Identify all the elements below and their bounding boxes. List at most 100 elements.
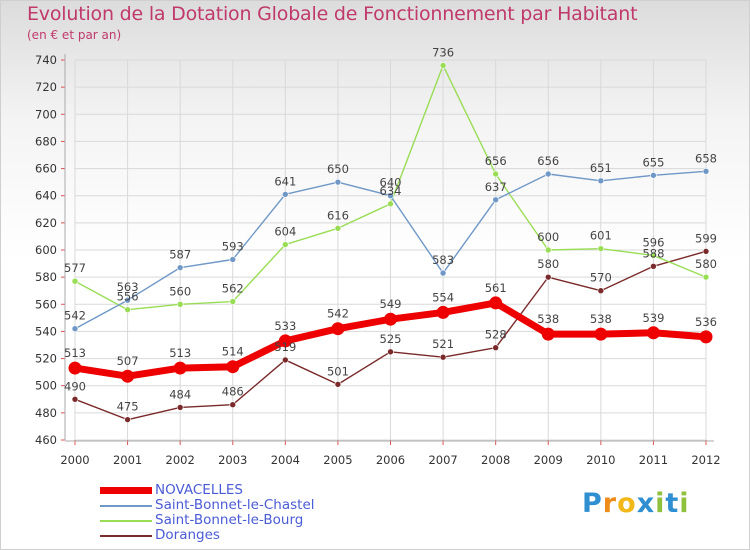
data-label-saint-bonnet-le-bourg: 601 xyxy=(590,229,612,243)
data-point-saint-bonnet-le-chastel xyxy=(176,264,184,271)
data-point-novacelles xyxy=(331,322,345,336)
data-point-novacelles xyxy=(68,361,82,375)
data-label-doranges: 501 xyxy=(327,364,349,378)
series-lines xyxy=(68,62,713,423)
data-label-saint-bonnet-le-chastel: 593 xyxy=(222,240,244,254)
x-tick-label: 2004 xyxy=(271,453,300,467)
y-tick-label: 620 xyxy=(35,216,57,230)
legend-label-saint-bonnet-le-chastel: Saint-Bonnet-le-Chastel xyxy=(155,497,315,513)
data-point-saint-bonnet-le-bourg xyxy=(229,298,237,305)
data-point-saint-bonnet-le-chastel xyxy=(544,170,552,178)
data-point-saint-bonnet-le-chastel xyxy=(597,177,605,185)
y-tick-label: 540 xyxy=(35,324,57,338)
data-label-novacelles: 536 xyxy=(695,315,717,329)
x-tick-label: 2012 xyxy=(691,453,720,467)
logo-letter: i xyxy=(655,488,666,519)
x-tick-label: 2011 xyxy=(639,453,668,467)
data-label-saint-bonnet-le-bourg: 604 xyxy=(274,225,296,239)
data-label-doranges: 519 xyxy=(274,340,296,354)
x-tick-label: 2006 xyxy=(376,453,405,467)
data-label-novacelles: 538 xyxy=(590,312,612,326)
legend-swatch-doranges xyxy=(100,535,152,537)
data-point-doranges xyxy=(702,248,710,255)
y-tick-label: 580 xyxy=(35,270,57,284)
data-point-doranges xyxy=(229,401,237,409)
y-tick-label: 640 xyxy=(35,189,57,203)
data-point-saint-bonnet-le-bourg xyxy=(176,300,184,308)
data-label-saint-bonnet-le-bourg: 556 xyxy=(117,290,139,304)
data-label-saint-bonnet-le-chastel: 542 xyxy=(64,309,86,323)
legend-swatch-saint-bonnet-le-chastel xyxy=(100,505,152,507)
data-labels: 490 475 484 486 519 501 525 521 528 580 570 588 599 5… xyxy=(64,45,717,413)
data-point-saint-bonnet-le-chastel xyxy=(439,269,447,277)
data-label-novacelles: 539 xyxy=(642,311,664,325)
logo-letter: P xyxy=(582,488,603,519)
data-label-novacelles: 514 xyxy=(222,345,244,359)
data-point-saint-bonnet-le-chastel xyxy=(124,296,131,304)
data-label-novacelles: 542 xyxy=(327,307,349,321)
data-point-saint-bonnet-le-bourg xyxy=(492,170,499,178)
data-label-doranges: 599 xyxy=(695,231,717,245)
data-label-saint-bonnet-le-bourg: 562 xyxy=(222,282,244,296)
data-label-doranges: 528 xyxy=(485,328,507,342)
data-point-saint-bonnet-le-chastel xyxy=(71,325,79,333)
proxiti-logo: Proxiti xyxy=(582,488,690,519)
data-label-saint-bonnet-le-bourg: 616 xyxy=(327,208,349,222)
legend-label-novacelles: NOVACELLES xyxy=(155,482,243,498)
x-tick-label: 2009 xyxy=(534,453,563,467)
data-label-doranges: 580 xyxy=(537,257,559,271)
data-point-novacelles xyxy=(646,326,660,340)
x-tick-label: 2000 xyxy=(60,453,89,467)
data-label-doranges: 588 xyxy=(642,246,664,260)
data-point-saint-bonnet-le-bourg xyxy=(702,273,710,281)
data-point-saint-bonnet-le-bourg xyxy=(544,246,552,254)
x-tick-label: 2001 xyxy=(113,453,142,467)
y-tick-label: 660 xyxy=(35,162,57,176)
data-point-doranges xyxy=(597,287,605,295)
data-label-novacelles: 507 xyxy=(117,354,139,368)
data-point-doranges xyxy=(176,404,184,411)
y-tick-label: 600 xyxy=(35,243,57,257)
data-point-doranges xyxy=(544,273,552,281)
legend-swatch-saint-bonnet-le-bourg xyxy=(100,520,152,522)
data-label-novacelles: 554 xyxy=(432,290,454,304)
data-label-novacelles: 513 xyxy=(64,346,86,360)
data-point-saint-bonnet-le-chastel xyxy=(702,167,710,175)
data-label-novacelles: 549 xyxy=(380,297,402,311)
y-tick-label: 560 xyxy=(35,297,57,311)
x-tick-label: 2007 xyxy=(428,453,457,467)
data-point-saint-bonnet-le-chastel xyxy=(387,192,394,200)
axes: 460 480 500 520 540 560 580 600 620 640 660 680 700 7… xyxy=(35,53,721,467)
data-label-saint-bonnet-le-chastel: 583 xyxy=(432,253,454,267)
data-label-doranges: 490 xyxy=(64,379,86,393)
data-label-doranges: 484 xyxy=(169,387,191,401)
data-point-novacelles xyxy=(121,369,135,383)
data-label-doranges: 475 xyxy=(117,400,139,414)
x-tick-label: 2003 xyxy=(218,453,247,467)
data-label-saint-bonnet-le-chastel: 651 xyxy=(590,161,612,175)
x-tick-label: 2002 xyxy=(166,453,195,467)
data-label-novacelles: 561 xyxy=(485,281,507,295)
data-point-saint-bonnet-le-bourg xyxy=(387,200,394,208)
y-tick-label: 480 xyxy=(35,406,57,420)
data-label-saint-bonnet-le-chastel: 655 xyxy=(642,155,664,169)
logo-letter: x xyxy=(636,488,656,519)
data-point-doranges xyxy=(282,356,289,364)
data-point-saint-bonnet-le-chastel xyxy=(282,191,289,198)
y-tick-label: 500 xyxy=(35,379,57,393)
logo-letter: t xyxy=(665,488,680,519)
data-point-novacelles xyxy=(173,361,187,375)
chart-title: Evolution de la Dotation Globale de Fonc… xyxy=(27,3,638,25)
data-label-saint-bonnet-le-bourg: 580 xyxy=(695,257,717,271)
data-point-saint-bonnet-le-chastel xyxy=(492,196,499,204)
data-point-novacelles xyxy=(278,334,292,348)
chart-subtitle: (en € et par an) xyxy=(27,28,122,42)
y-tick-label: 680 xyxy=(35,134,57,148)
x-tick-label: 2008 xyxy=(481,453,510,467)
data-label-saint-bonnet-le-bourg: 600 xyxy=(537,230,559,244)
data-point-novacelles xyxy=(699,330,713,344)
data-point-saint-bonnet-le-bourg xyxy=(334,224,342,232)
y-tick-label: 520 xyxy=(35,352,57,366)
